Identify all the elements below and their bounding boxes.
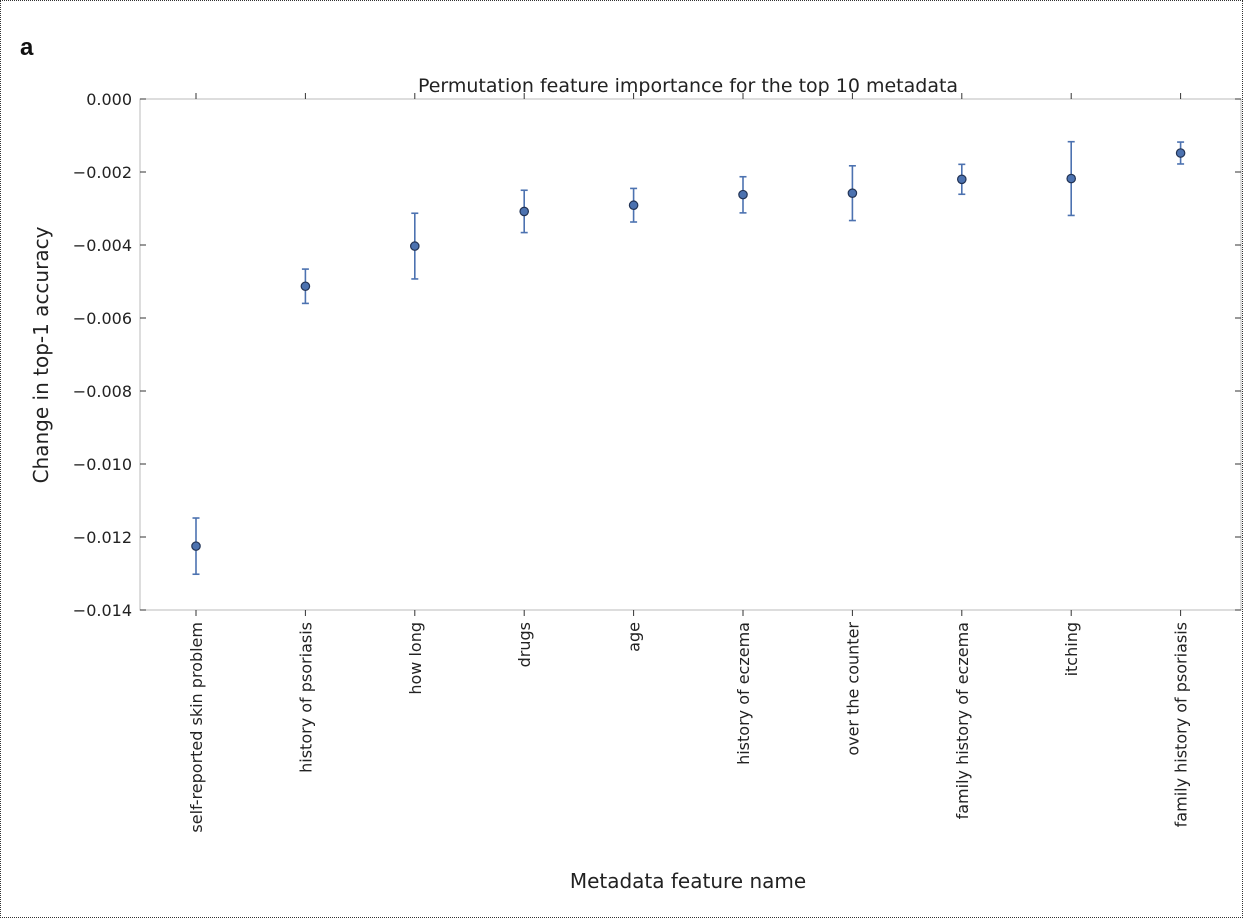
data-point xyxy=(1175,148,1186,158)
y-axis: 0.000 −0.002 −0.004 −0.006 −0.008 −0.010 −0.01… xyxy=(73,90,1241,620)
data-point xyxy=(628,200,639,211)
data-series xyxy=(191,140,1186,576)
data-point xyxy=(409,241,420,251)
plot-area xyxy=(139,98,1242,611)
y-tick-label: −0.008 xyxy=(73,382,132,401)
y-tick-label: −0.010 xyxy=(73,455,132,474)
data-point xyxy=(1066,173,1076,184)
panel-label: a xyxy=(20,34,34,61)
x-tick-label: age xyxy=(625,622,644,652)
x-tick-label: itching xyxy=(1062,622,1081,676)
x-axis: self-reported skin problem history of pso… xyxy=(187,93,1191,833)
data-point xyxy=(847,188,858,198)
data-point xyxy=(519,206,529,217)
x-tick-label: drugs xyxy=(515,622,534,667)
x-axis-label: Metadata feature name xyxy=(570,869,806,893)
x-tick-label: family history of psoriasis xyxy=(1172,622,1191,827)
y-tick-label: −0.004 xyxy=(73,236,132,255)
x-tick-label: history of eczema xyxy=(734,622,753,765)
data-point xyxy=(300,281,311,292)
data-point xyxy=(738,189,748,200)
data-point xyxy=(956,174,967,185)
data-point xyxy=(191,541,201,551)
y-tick-label: 0.000 xyxy=(86,90,132,109)
x-tick-label: how long xyxy=(406,622,425,695)
y-axis-label: Change in top-1 accuracy xyxy=(29,226,53,483)
plot-border xyxy=(139,98,1242,611)
y-tick-label: −0.014 xyxy=(73,601,132,620)
x-tick-label: over the counter xyxy=(843,622,862,756)
y-tick-label: −0.006 xyxy=(73,309,132,328)
x-tick-label: history of psoriasis xyxy=(296,622,315,773)
y-tick-label: −0.002 xyxy=(73,163,132,182)
y-tick-label: −0.012 xyxy=(73,528,132,547)
x-tick-label: self-reported skin problem xyxy=(187,622,206,833)
chart-title: Permutation feature importance for the t… xyxy=(418,75,958,97)
x-tick-label: family history of eczema xyxy=(953,622,972,819)
